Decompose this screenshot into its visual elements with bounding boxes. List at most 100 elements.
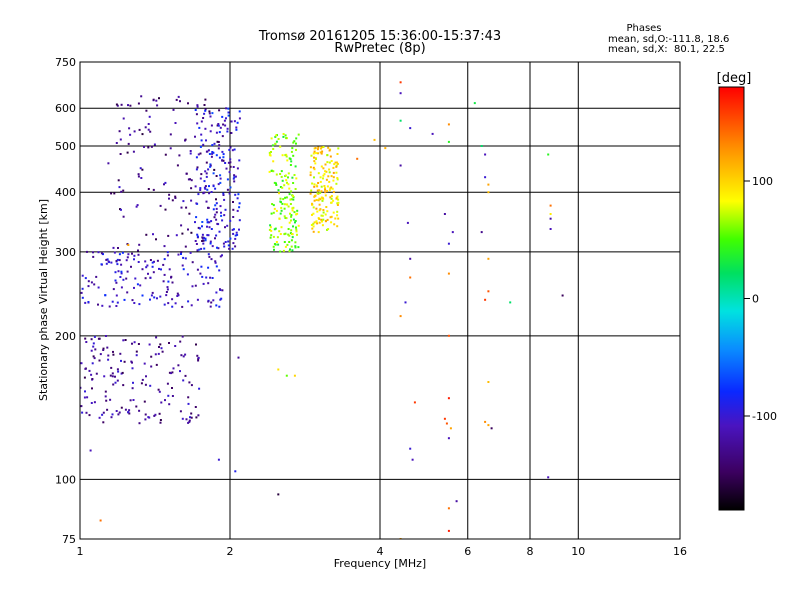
echo-point <box>137 173 140 176</box>
echo-point <box>336 202 339 205</box>
echo-point <box>152 98 155 101</box>
echo-point <box>330 221 333 224</box>
echo-point <box>87 285 90 288</box>
echo-point <box>222 242 225 245</box>
echo-point <box>487 191 490 194</box>
echo-point <box>80 386 82 389</box>
echo-point <box>318 203 321 206</box>
echo-point <box>209 240 212 243</box>
echo-point <box>175 98 178 101</box>
echo-point <box>234 237 237 240</box>
echo-point <box>272 204 275 207</box>
echo-point <box>447 529 450 532</box>
echo-point <box>214 204 217 207</box>
echo-point <box>174 345 177 347</box>
echo-point <box>132 381 134 384</box>
echo-point <box>87 301 90 303</box>
echo-point <box>208 221 211 224</box>
echo-point <box>326 161 329 164</box>
echo-point <box>115 103 118 106</box>
echo-point <box>208 192 211 195</box>
echo-point <box>335 161 338 164</box>
echo-point <box>151 291 154 294</box>
echo-point <box>229 158 232 161</box>
echo-point <box>176 164 179 167</box>
echo-point <box>90 373 93 376</box>
grid-lines <box>80 62 680 539</box>
echo-point <box>115 305 118 307</box>
echo-point <box>280 206 283 209</box>
echo-point <box>195 113 198 116</box>
echo-point <box>311 213 313 216</box>
echo-point <box>288 221 291 224</box>
echo-point <box>283 241 286 243</box>
echo-point <box>163 245 166 248</box>
echo-point <box>198 248 201 251</box>
echo-point <box>399 164 402 167</box>
echo-point <box>318 218 321 220</box>
echo-point <box>337 201 340 204</box>
echo-point <box>328 189 331 192</box>
echo-point <box>318 197 321 200</box>
echo-point <box>206 234 209 237</box>
echo-point <box>153 414 156 417</box>
echo-point <box>196 104 199 107</box>
echo-point <box>233 148 236 151</box>
echo-point <box>330 160 333 162</box>
echo-point <box>86 250 88 253</box>
echo-point <box>104 294 107 297</box>
echo-point <box>295 177 298 180</box>
echo-point <box>172 108 175 111</box>
echo-point <box>268 170 271 173</box>
echo-point <box>155 99 158 102</box>
echo-point <box>121 371 124 374</box>
echo-point <box>92 355 95 358</box>
echo-point <box>102 349 105 351</box>
echo-point <box>317 199 320 202</box>
echo-point <box>199 177 202 180</box>
echo-point <box>222 123 225 126</box>
echo-point <box>217 458 220 461</box>
echo-point <box>447 272 450 275</box>
echo-point <box>234 175 237 178</box>
echo-point <box>128 127 131 130</box>
echo-point <box>284 245 287 248</box>
echo-point <box>99 519 102 522</box>
echo-point <box>155 336 158 339</box>
echo-point <box>106 346 109 349</box>
echo-point <box>236 233 239 236</box>
echo-point <box>279 250 282 253</box>
echo-point <box>225 107 228 110</box>
echo-point <box>228 148 231 151</box>
echo-point <box>119 138 122 141</box>
echo-point <box>137 343 140 345</box>
echo-point <box>162 263 165 266</box>
echo-point <box>215 291 218 294</box>
echo-point <box>325 170 328 173</box>
echo-point <box>116 104 119 107</box>
echo-point <box>168 268 171 271</box>
echo-point <box>215 218 218 221</box>
echo-point <box>125 259 128 262</box>
echo-point <box>164 208 167 211</box>
echo-point <box>112 353 115 356</box>
echo-point <box>232 228 235 231</box>
echo-point <box>135 205 138 208</box>
echo-point <box>313 195 316 197</box>
echo-point <box>210 155 213 158</box>
echo-point <box>447 507 450 510</box>
echo-point <box>324 188 327 191</box>
echo-point <box>274 142 277 145</box>
echo-point <box>195 243 198 245</box>
echo-point <box>121 251 124 254</box>
echo-point <box>84 277 87 280</box>
echo-point <box>326 218 329 221</box>
echo-point <box>136 204 139 207</box>
echo-point <box>144 383 147 386</box>
echo-point <box>158 97 160 100</box>
echo-point <box>234 245 237 248</box>
colorbar <box>718 86 745 511</box>
echo-point <box>226 130 229 133</box>
echo-point <box>131 387 134 390</box>
echo-point <box>174 195 177 198</box>
